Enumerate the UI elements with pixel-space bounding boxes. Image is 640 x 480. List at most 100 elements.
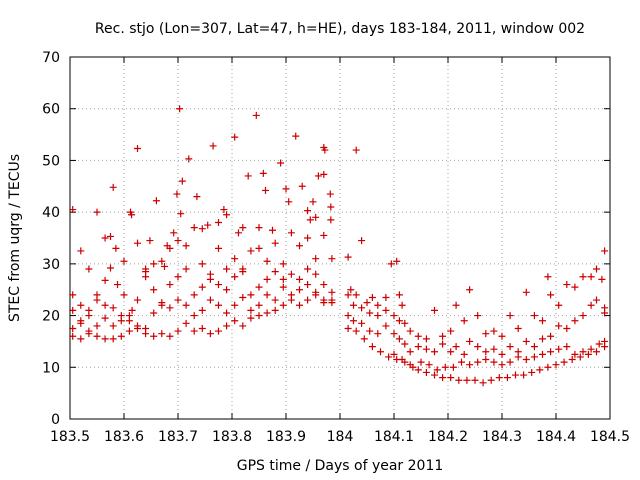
data-point: [571, 350, 579, 358]
data-point: [271, 296, 279, 304]
data-point: [579, 273, 587, 281]
data-point: [374, 301, 382, 309]
data-point: [263, 257, 271, 265]
data-point: [344, 291, 352, 299]
y-axis-ticks: 0 10 20 30 40 50 60 70: [42, 50, 610, 428]
data-point: [198, 306, 206, 314]
data-point: [112, 244, 120, 252]
data-point: [255, 312, 263, 320]
data-point: [109, 304, 117, 312]
data-point: [522, 288, 530, 296]
data-point: [433, 366, 441, 374]
data-point: [601, 247, 609, 255]
data-point: [366, 327, 374, 335]
data-point: [320, 281, 328, 289]
data-point: [177, 210, 185, 218]
data-point: [326, 190, 334, 198]
data-point: [255, 283, 263, 291]
data-point: [393, 257, 401, 265]
data-point: [182, 242, 190, 250]
data-point: [252, 111, 260, 119]
data-point: [142, 330, 150, 338]
data-point: [482, 348, 490, 356]
data-point: [327, 203, 335, 211]
y-axis-title: STEC from uqrg / TECUs: [7, 154, 23, 322]
data-point: [503, 374, 511, 382]
x-tick-label: 183.7: [158, 429, 198, 445]
data-point: [69, 325, 77, 332]
data-point: [304, 281, 312, 289]
data-point: [320, 231, 328, 239]
data-point: [174, 296, 182, 304]
data-point: [555, 301, 563, 309]
data-point: [487, 376, 495, 384]
data-point: [298, 182, 306, 190]
data-point: [401, 319, 409, 327]
data-point: [109, 335, 117, 343]
data-point: [358, 319, 366, 327]
data-point: [198, 325, 206, 332]
y-tick-label: 10: [42, 360, 60, 376]
data-point: [209, 142, 217, 150]
data-point: [387, 260, 395, 268]
data-point: [431, 371, 438, 379]
x-tick-label: 184.4: [536, 429, 576, 445]
data-point: [422, 345, 430, 353]
data-point: [120, 257, 128, 265]
data-point: [247, 247, 255, 255]
data-point: [69, 291, 77, 299]
data-point: [431, 348, 438, 356]
data-point: [555, 322, 563, 330]
data-point: [204, 221, 212, 229]
data-point: [498, 332, 506, 340]
data-point: [512, 371, 519, 379]
data-point: [85, 312, 93, 320]
data-point: [466, 286, 474, 294]
data-point: [328, 296, 336, 304]
data-point: [593, 348, 600, 356]
data-point: [223, 322, 231, 330]
data-point: [312, 291, 320, 299]
data-point: [93, 332, 101, 340]
data-point: [247, 314, 255, 322]
data-point: [77, 301, 85, 309]
data-point: [279, 301, 287, 309]
data-point: [544, 273, 552, 281]
data-point: [382, 322, 390, 330]
data-point: [360, 335, 368, 343]
data-point: [482, 356, 490, 364]
data-point: [506, 343, 514, 351]
data-point: [466, 337, 474, 345]
data-point: [182, 319, 190, 327]
data-point: [231, 301, 239, 309]
data-point: [174, 273, 182, 281]
data-point: [193, 193, 201, 201]
data-point: [239, 322, 247, 330]
data-point: [490, 327, 498, 335]
data-point: [150, 332, 158, 340]
data-point: [206, 330, 214, 338]
data-point: [198, 225, 206, 233]
data-point: [296, 242, 303, 250]
data-point: [368, 293, 376, 301]
data-point: [263, 309, 271, 317]
data-point: [206, 275, 214, 283]
data-point: [239, 265, 247, 273]
data-point: [85, 327, 93, 335]
data-point: [352, 146, 360, 154]
data-point: [101, 314, 109, 322]
data-point: [158, 301, 166, 309]
data-point: [414, 332, 422, 340]
data-point: [101, 276, 109, 284]
data-point: [296, 301, 303, 309]
data-point: [530, 312, 538, 320]
data-point: [539, 335, 546, 343]
data-point: [350, 301, 357, 309]
data-point: [304, 234, 312, 242]
data-point: [460, 350, 468, 358]
data-point: [352, 327, 360, 335]
y-tick-label: 40: [42, 205, 60, 221]
data-point: [304, 296, 312, 304]
data-point: [271, 268, 279, 276]
data-point: [306, 216, 314, 224]
